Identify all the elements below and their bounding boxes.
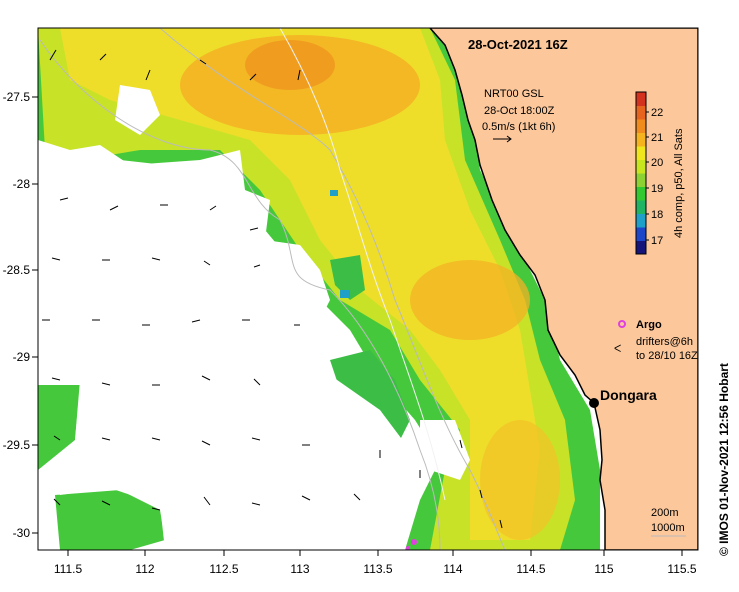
x-tick-label: 114.5 <box>516 562 545 576</box>
colorbar-segment <box>636 92 646 106</box>
colorbar-segment <box>636 213 646 228</box>
cloud-gap-southwest <box>38 375 420 550</box>
colorbar-tick-label: 21 <box>651 132 663 144</box>
cloud-gap-north <box>115 85 160 135</box>
sst-green-patch-west <box>38 385 80 470</box>
colorbar-tick-label: 17 <box>651 235 663 247</box>
x-tick-label: 112 <box>135 562 154 576</box>
colorbar-tick-label: 20 <box>651 157 663 169</box>
x-tick-label: 112.5 <box>209 562 238 576</box>
current-scale-arrowhead <box>506 135 512 143</box>
colorbar-frame <box>635 91 647 255</box>
sst-orange-core-mid <box>410 260 530 340</box>
x-tick-label: 111.5 <box>54 562 83 576</box>
y-axis-ticks: -27.5 -28 -28.5 -29 -29.5 -30 <box>3 90 38 540</box>
colorbar-segment <box>636 105 646 120</box>
colorbar-segment <box>636 159 646 174</box>
y-tick-label: -29 <box>13 350 31 364</box>
drifters-legend-label-2: to 28/10 16Z <box>636 350 698 362</box>
x-tick-label: 115.5 <box>667 562 696 576</box>
colorbar-segment <box>636 132 646 147</box>
plot-frame <box>37 27 699 551</box>
credit-text: © IMOS 01-Nov-2021 12:56 Hobart <box>717 363 731 556</box>
argo-floats <box>406 539 417 550</box>
colorbar-segment <box>636 200 646 214</box>
colorbar-label: 4h comp, p50, All Sats <box>673 128 685 238</box>
sst-green-patch-shelf <box>330 255 365 300</box>
colorbar: 17 18 19 20 21 22 <box>635 91 663 255</box>
sst-cyan-pixel <box>340 290 350 298</box>
current-product-label: NRT00 GSL <box>484 88 544 100</box>
current-scale-label: 0.5m/s (1kt 6h) <box>482 121 555 133</box>
contour-200m <box>159 28 506 550</box>
x-tick-label: 115 <box>594 562 613 576</box>
cloud-gap-coastal <box>420 420 470 480</box>
drifters-legend-marker: ᐸ <box>614 344 621 355</box>
map-title: 28-Oct-2021 16Z <box>468 37 568 52</box>
dongara-marker <box>589 398 599 408</box>
sst-cyan-pixel-2 <box>330 190 338 196</box>
argo-legend-label: Argo <box>636 319 662 331</box>
colorbar-tick-label: 18 <box>651 209 663 221</box>
y-tick-label: -28 <box>13 177 31 191</box>
sst-orange-core-south <box>480 420 560 540</box>
colorbar-tick-label: 22 <box>651 107 663 119</box>
y-tick-label: -30 <box>13 526 31 540</box>
colorbar-segment <box>636 227 646 241</box>
x-tick-label: 113 <box>290 562 309 576</box>
contour-legend-200m: 200m <box>651 507 679 519</box>
sst-warm-spot <box>245 40 335 90</box>
colorbar-segment <box>636 173 646 187</box>
dongara-label: Dongara <box>600 387 657 403</box>
y-tick-label: -28.5 <box>3 263 31 277</box>
argo-float <box>406 546 410 550</box>
current-vectors <box>42 49 503 529</box>
y-tick-label: -27.5 <box>3 90 31 104</box>
y-tick-label: -29.5 <box>3 438 31 452</box>
drifters-legend-label-1: drifters@6h <box>636 336 693 348</box>
land-mass <box>428 28 698 550</box>
x-axis-ticks: 111.5 112 112.5 113 113.5 114 114.5 115 115.5 <box>54 550 697 576</box>
colorbar-segment <box>636 240 646 255</box>
cloud-gap-main <box>38 140 330 390</box>
sst-yellow-warm-band <box>60 28 540 540</box>
current-time-label: 28-Oct 18:00Z <box>484 105 555 117</box>
sst-green-patch-southwest <box>55 490 165 550</box>
sst-green-patch-center <box>330 350 410 440</box>
colorbar-segment <box>636 146 646 160</box>
contour-white <box>279 28 446 501</box>
argo-float <box>411 539 417 545</box>
colorbar-tick-label: 19 <box>651 183 663 195</box>
colorbar-segment <box>636 186 646 201</box>
colorbar-segment <box>636 119 646 133</box>
x-tick-label: 113.5 <box>363 562 392 576</box>
contour-legend-1000m: 1000m <box>651 522 685 534</box>
x-tick-label: 114 <box>443 562 462 576</box>
contour-1000m <box>39 39 441 550</box>
argo-legend-marker <box>618 320 626 328</box>
